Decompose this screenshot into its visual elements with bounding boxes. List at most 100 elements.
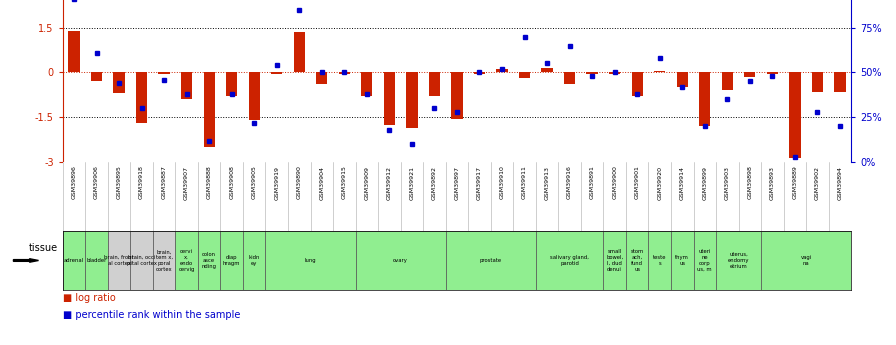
Bar: [671, 231, 694, 290]
Text: GSM39910: GSM39910: [499, 166, 504, 199]
Bar: [361, 72, 373, 96]
Bar: [603, 231, 626, 290]
Text: GSM39887: GSM39887: [161, 166, 167, 199]
Bar: [721, 72, 733, 90]
Text: GSM39894: GSM39894: [838, 166, 842, 200]
Text: GSM39912: GSM39912: [387, 166, 392, 200]
Bar: [248, 72, 260, 120]
Text: brain, front
al cortex: brain, front al cortex: [104, 255, 134, 266]
Text: GSM39921: GSM39921: [409, 166, 415, 200]
Text: GSM39917: GSM39917: [477, 166, 482, 200]
Text: stom
ach,
fund
us: stom ach, fund us: [631, 249, 644, 272]
Bar: [496, 69, 508, 72]
Text: GSM39906: GSM39906: [94, 166, 99, 199]
Text: GSM39909: GSM39909: [365, 166, 369, 200]
Bar: [203, 72, 215, 147]
Bar: [316, 72, 327, 85]
Text: GSM39895: GSM39895: [116, 166, 122, 199]
Text: colon
asce
nding: colon asce nding: [202, 252, 217, 269]
Text: GSM39916: GSM39916: [567, 166, 573, 199]
Bar: [226, 72, 237, 96]
Text: teste
s: teste s: [653, 255, 667, 266]
Text: small
bowel,
l, dud
denui: small bowel, l, dud denui: [606, 249, 624, 272]
Text: GSM39897: GSM39897: [454, 166, 460, 200]
Text: uteri
ne
corp
us, m: uteri ne corp us, m: [697, 249, 712, 272]
Bar: [445, 231, 536, 290]
Text: GSM39913: GSM39913: [545, 166, 549, 200]
Bar: [243, 231, 265, 290]
Text: GSM39892: GSM39892: [432, 166, 437, 200]
Text: GSM39908: GSM39908: [229, 166, 234, 199]
Text: GSM39890: GSM39890: [297, 166, 302, 199]
Text: GSM39901: GSM39901: [634, 166, 640, 199]
Bar: [383, 72, 395, 125]
Bar: [587, 72, 598, 74]
Bar: [429, 72, 440, 96]
Bar: [474, 72, 485, 74]
Bar: [153, 231, 176, 290]
Bar: [632, 72, 642, 96]
Text: ■ log ratio: ■ log ratio: [63, 293, 116, 303]
Bar: [812, 72, 823, 92]
Text: GSM39915: GSM39915: [341, 166, 347, 199]
Bar: [271, 72, 282, 74]
Bar: [536, 231, 603, 290]
Bar: [699, 72, 711, 126]
Bar: [90, 72, 102, 81]
Text: GSM39911: GSM39911: [522, 166, 527, 199]
Text: kidn
ey: kidn ey: [248, 255, 260, 266]
Bar: [63, 231, 85, 290]
Text: ovary: ovary: [393, 258, 408, 263]
Text: GSM39918: GSM39918: [139, 166, 144, 199]
Text: tissue: tissue: [29, 243, 58, 253]
Bar: [626, 231, 649, 290]
Text: GSM39907: GSM39907: [184, 166, 189, 200]
Bar: [159, 72, 169, 74]
Bar: [198, 231, 220, 290]
Text: GSM39902: GSM39902: [814, 166, 820, 200]
Text: diap
hragm: diap hragm: [223, 255, 240, 266]
Text: uterus,
endomy
etrium: uterus, endomy etrium: [728, 252, 749, 269]
Text: GSM39888: GSM39888: [207, 166, 211, 199]
Text: vagi
na: vagi na: [800, 255, 812, 266]
Text: cervi
x,
endo
cervig: cervi x, endo cervig: [178, 249, 194, 272]
Bar: [85, 231, 108, 290]
Bar: [649, 231, 671, 290]
Bar: [406, 72, 418, 128]
Text: GSM39904: GSM39904: [319, 166, 324, 200]
Text: brain, occi
pital cortex: brain, occi pital cortex: [126, 255, 157, 266]
Bar: [136, 72, 147, 123]
Bar: [356, 231, 445, 290]
Text: GSM39900: GSM39900: [612, 166, 617, 199]
Bar: [265, 231, 356, 290]
Bar: [108, 231, 130, 290]
Text: lung: lung: [305, 258, 316, 263]
Text: GSM39891: GSM39891: [590, 166, 595, 199]
Bar: [789, 72, 800, 158]
Bar: [114, 72, 125, 93]
Bar: [176, 231, 198, 290]
Text: GSM39889: GSM39889: [792, 166, 797, 199]
Text: GSM39920: GSM39920: [657, 166, 662, 200]
Bar: [181, 72, 193, 99]
Bar: [761, 231, 851, 290]
Bar: [716, 231, 761, 290]
Bar: [767, 72, 778, 74]
Bar: [564, 72, 575, 85]
Bar: [220, 231, 243, 290]
Text: bladder: bladder: [86, 258, 107, 263]
Bar: [694, 231, 716, 290]
Bar: [452, 72, 462, 119]
Bar: [609, 72, 620, 74]
Text: GSM39919: GSM39919: [274, 166, 280, 200]
Text: GSM39903: GSM39903: [725, 166, 730, 200]
Bar: [834, 72, 846, 92]
Text: thym
us: thym us: [676, 255, 689, 266]
Text: GSM39905: GSM39905: [252, 166, 257, 199]
Bar: [654, 71, 666, 72]
Text: ■ percentile rank within the sample: ■ percentile rank within the sample: [63, 310, 240, 321]
Bar: [68, 31, 80, 72]
Text: GSM39896: GSM39896: [72, 166, 76, 199]
Text: GSM39898: GSM39898: [747, 166, 753, 199]
Text: brain,
tem x,
poral
cortex: brain, tem x, poral cortex: [156, 249, 173, 272]
